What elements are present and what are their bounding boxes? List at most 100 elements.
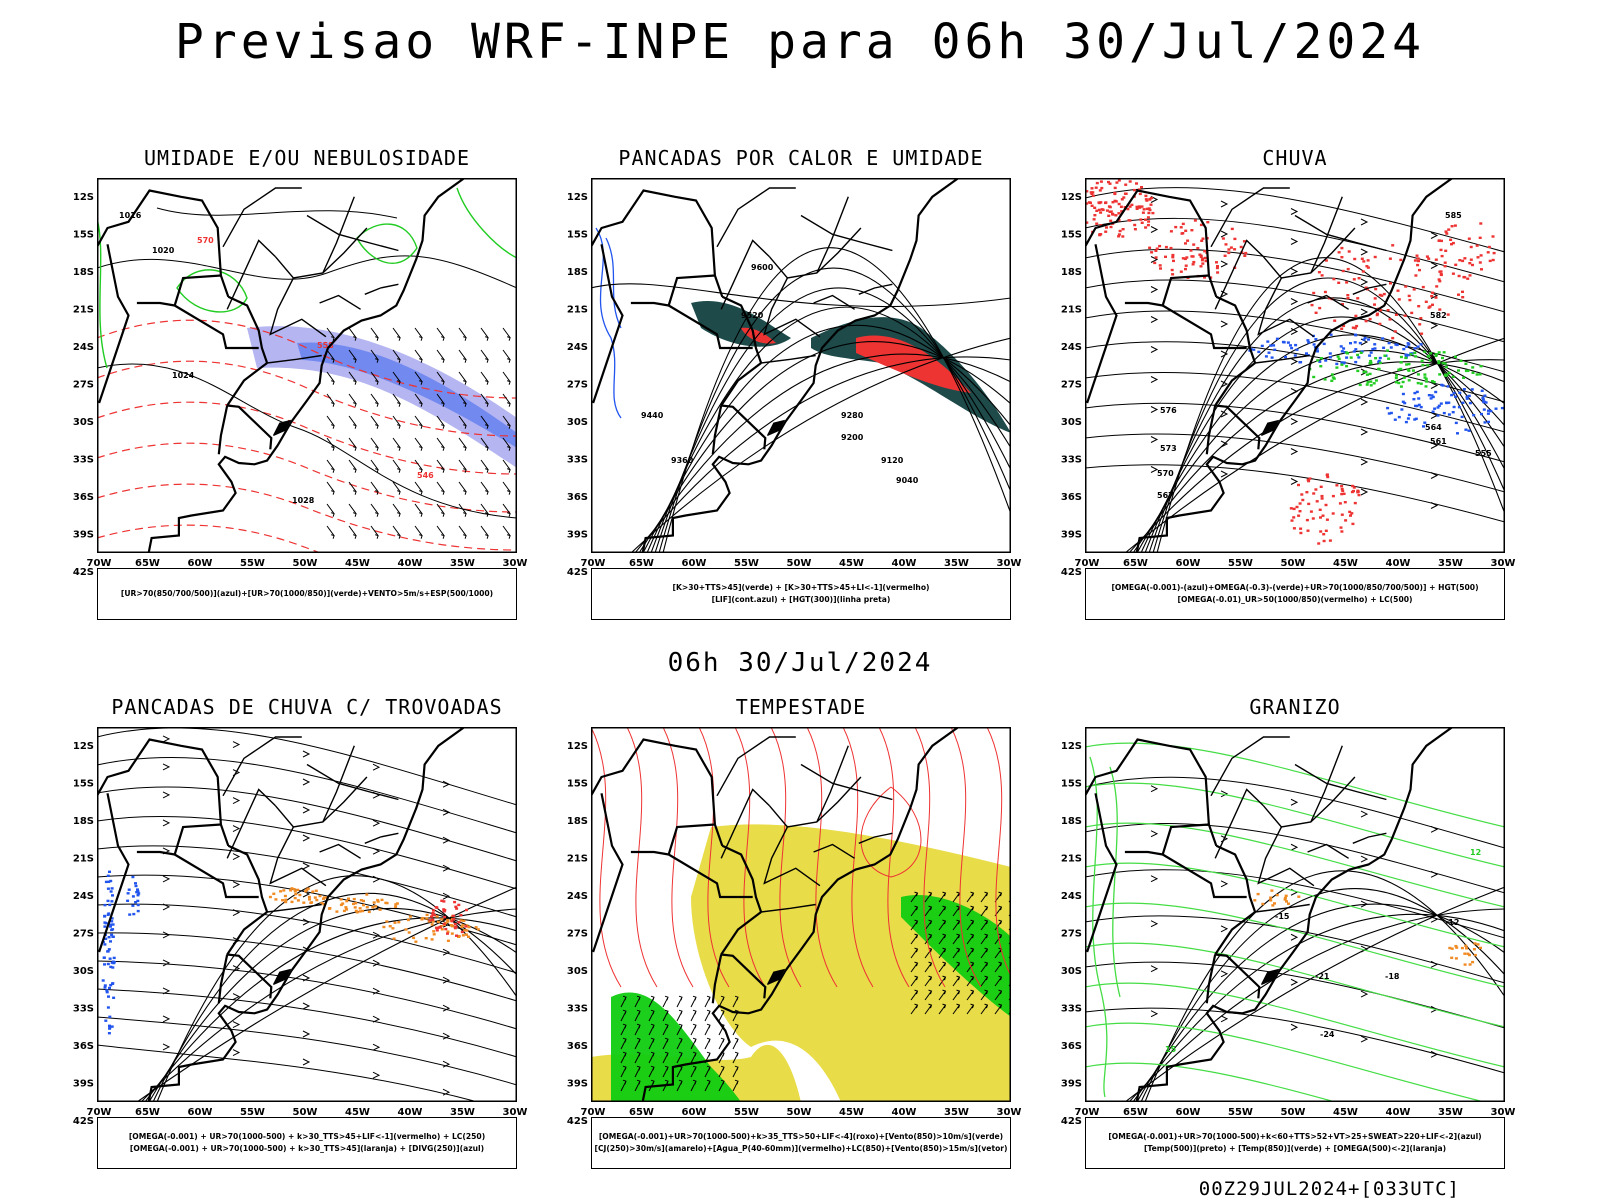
height-contour <box>148 908 517 1102</box>
y-tick-label: 21S <box>73 305 94 316</box>
country-border <box>711 954 723 1004</box>
y-tick-label: 12S <box>567 192 588 203</box>
thunderstorm-area <box>352 897 356 901</box>
omega-area <box>1405 345 1409 348</box>
rain-area <box>1382 292 1386 296</box>
contour-label: 570 <box>1157 469 1174 478</box>
divergence-area <box>108 903 112 907</box>
wind-vector <box>480 349 489 363</box>
omega-area <box>1353 333 1357 336</box>
omega-strong-area <box>1420 359 1424 362</box>
omega-area <box>1470 388 1474 391</box>
thunderstorm-area <box>367 910 371 914</box>
omega-strong-area <box>1407 379 1411 382</box>
omega-area <box>1406 342 1410 345</box>
rain-area <box>1215 261 1218 264</box>
streamline-arrow <box>1220 440 1229 448</box>
wind-vector <box>718 1009 725 1022</box>
divergence-area <box>136 888 139 891</box>
omega-area <box>1289 344 1292 347</box>
state-border <box>269 826 327 887</box>
omega-strong-area <box>1421 363 1425 367</box>
rain-area <box>1478 261 1482 264</box>
streamline-arrow <box>1150 436 1159 443</box>
wind-vector <box>648 1065 655 1078</box>
streamline-arrow <box>1150 226 1159 233</box>
state-border <box>322 196 355 274</box>
wind-vector <box>910 891 919 903</box>
streamline-arrow <box>442 808 451 816</box>
thunderstorm-area <box>382 925 386 929</box>
omega-strong-area <box>1402 376 1406 379</box>
omega-area <box>1489 409 1493 413</box>
rain-area <box>1224 243 1228 246</box>
rain-area <box>1297 483 1300 487</box>
severe-thunderstorm-area <box>457 903 461 907</box>
rain-area <box>1137 205 1141 208</box>
wind-vector <box>662 1023 669 1036</box>
severe-thunderstorm-area <box>431 913 435 916</box>
rain-area <box>1227 248 1231 251</box>
wind-vector <box>924 891 933 903</box>
streamline-arrow <box>162 959 171 967</box>
rain-area <box>1196 247 1200 250</box>
thunderstorm-area <box>345 908 349 911</box>
omega-strong-area <box>1416 373 1420 376</box>
thunderstorm-area <box>404 928 408 931</box>
streamline-arrow <box>1150 286 1159 293</box>
omega-area <box>1454 421 1458 425</box>
omega-area <box>1464 428 1468 431</box>
coastline <box>147 178 466 553</box>
rain-area <box>1140 221 1144 224</box>
omega-area <box>1456 432 1459 435</box>
wind-vector <box>348 437 357 451</box>
rain-area <box>1193 219 1197 222</box>
geography <box>97 178 466 553</box>
thunderstorm-area <box>424 937 428 940</box>
y-tick-label: 33S <box>567 455 588 466</box>
country-border <box>227 953 273 999</box>
omega-area <box>1458 391 1462 394</box>
state-border <box>1214 239 1264 310</box>
country-border <box>668 853 753 899</box>
rain-area <box>1410 311 1414 315</box>
divergence-area <box>135 890 139 894</box>
divergence-area <box>111 923 115 926</box>
rain-area <box>1349 514 1352 517</box>
wind-vector <box>924 1003 933 1015</box>
rain-area <box>1439 270 1443 273</box>
divergence-area <box>108 986 111 990</box>
omega-area <box>1369 351 1373 354</box>
omega-500-area <box>1297 895 1301 898</box>
wind-vector <box>620 1065 627 1078</box>
y-tick-label: 36S <box>73 492 94 503</box>
wind-vector <box>662 1065 669 1078</box>
thunderstorm-area <box>376 898 380 902</box>
rain-area <box>1440 239 1443 243</box>
wind-vector <box>480 481 489 495</box>
omega-area <box>1431 410 1435 413</box>
streamline-arrow <box>162 819 171 827</box>
omega-area <box>1328 352 1332 355</box>
contour-label: 12 <box>1470 848 1481 857</box>
y-tick-label: 42S <box>1061 1116 1082 1127</box>
wind-vector <box>924 989 933 1001</box>
rain-area <box>1200 239 1204 242</box>
wind-vector <box>910 947 919 959</box>
divergence-area <box>103 915 107 918</box>
wind-vector <box>370 481 379 495</box>
omega-strong-area <box>1471 366 1475 369</box>
contour-label: 546 <box>417 471 434 480</box>
omega-area <box>1430 394 1434 397</box>
legend-line-1: [OMEGA(-0.001)+UR>70(1000-500)+k>35_TTS>… <box>598 1132 1004 1141</box>
omega-strong-area <box>1437 351 1441 354</box>
omega-area <box>1382 346 1386 349</box>
streamline-arrow <box>442 780 451 788</box>
rain-area <box>1117 212 1121 215</box>
contour-label: 9440 <box>641 411 664 420</box>
legend-line-2: [Temp(500)](preto) + [Temp(850)](verde) … <box>1143 1144 1447 1153</box>
rain-area <box>1190 229 1194 232</box>
divergence-area <box>111 960 115 963</box>
rain-area <box>1469 245 1473 249</box>
wind-vector <box>952 989 961 1001</box>
